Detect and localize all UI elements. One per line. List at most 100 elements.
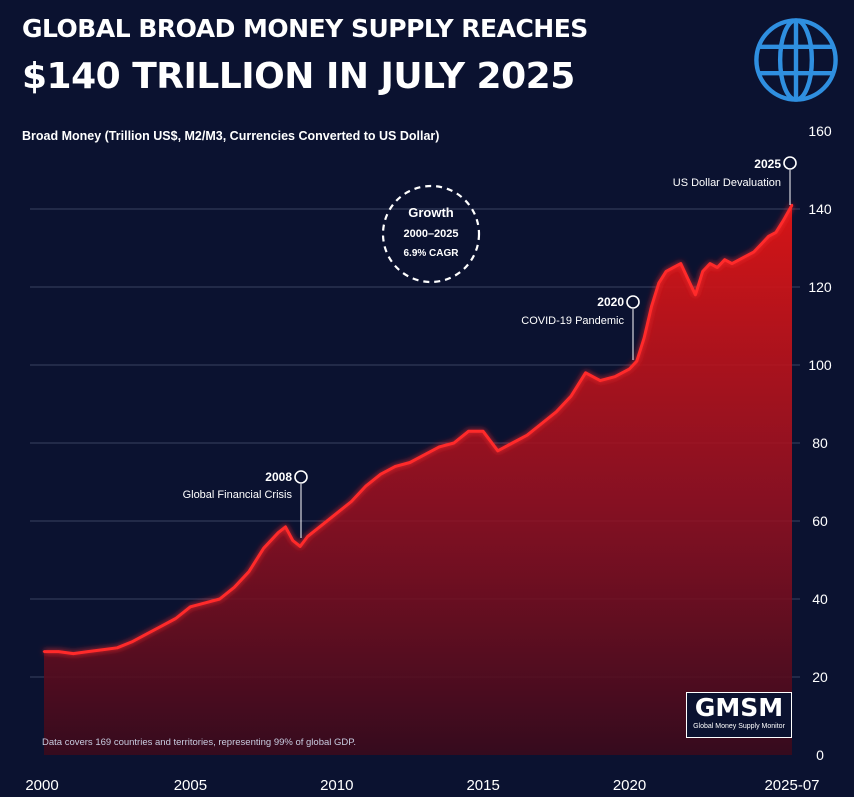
data-point [569, 395, 573, 398]
annotation-2025-year: 2025 [754, 157, 781, 171]
data-point [86, 650, 90, 653]
data-point [320, 523, 324, 527]
area-fill [44, 205, 792, 756]
data-point [782, 219, 785, 222]
data-point [679, 262, 682, 265]
data-point [525, 434, 529, 437]
data-point [672, 266, 675, 269]
y-tick-label: 140 [808, 201, 832, 217]
data-point [408, 461, 412, 464]
data-point [145, 632, 148, 636]
y-tick-label: 100 [808, 357, 832, 373]
annotation-2008-year: 2008 [265, 470, 292, 484]
data-point [379, 473, 382, 476]
data-point [130, 640, 133, 644]
data-point [628, 367, 631, 371]
y-tick-labels: 0 20 40 60 80 100 120 140 160 [808, 123, 832, 763]
data-point [262, 547, 265, 550]
title-line-1: GLOBAL BROAD MONEY SUPPLY REACHES [22, 14, 588, 43]
data-point [767, 235, 770, 238]
data-point [277, 531, 280, 534]
y-tick-label: 40 [812, 591, 828, 607]
data-point [284, 525, 287, 529]
data-point [159, 625, 163, 628]
data-point [364, 484, 368, 488]
data-point [613, 375, 617, 378]
x-tick-label: 2010 [320, 777, 353, 794]
data-point [701, 270, 704, 273]
data-point [116, 646, 119, 649]
data-point [650, 305, 653, 308]
x-tick-label: 2005 [174, 777, 207, 794]
annotation-2025: 2025 US Dollar Devaluation [673, 156, 797, 205]
data-point [481, 430, 485, 433]
data-point [101, 648, 104, 651]
gmsm-logo-text: GMSM [694, 693, 784, 722]
footnote: Data covers 169 countries and territorie… [42, 737, 356, 748]
annotation-2020: 2020 COVID-19 Pandemic [521, 295, 640, 360]
data-point [233, 586, 236, 589]
data-point [599, 379, 602, 382]
data-point [584, 371, 587, 374]
growth-badge-cagr: 6.9% CAGR [403, 248, 459, 259]
annotation-2008: 2008 Global Financial Crisis [183, 470, 308, 538]
growth-badge: Growth 2000–2025 6.9% CAGR [381, 184, 481, 284]
data-point [306, 535, 309, 538]
data-point [247, 570, 251, 573]
data-point [723, 258, 726, 261]
y-axis-label: Broad Money (Trillion US$, M2/M3, Curren… [22, 129, 439, 143]
y-tick-label: 120 [808, 279, 832, 295]
gmsm-logo: GMSM Global Money Supply Monitor [686, 692, 792, 738]
y-tick-label: 160 [808, 123, 832, 139]
data-point [643, 336, 646, 339]
data-point [72, 652, 75, 655]
data-point [350, 500, 353, 503]
data-point [664, 270, 668, 273]
data-point [291, 539, 294, 542]
annotation-2020-year: 2020 [597, 295, 624, 309]
data-point [496, 449, 499, 452]
data-point [555, 410, 558, 413]
y-tick-label: 0 [816, 747, 824, 763]
data-point [752, 250, 756, 254]
gmsm-logo-subtitle: Global Money Supply Monitor [693, 723, 785, 730]
data-point [774, 231, 778, 234]
data-point [189, 605, 192, 608]
y-tick-label: 60 [812, 513, 828, 529]
annotation-2008-text: Global Financial Crisis [183, 489, 293, 501]
data-point [438, 445, 441, 449]
data-point [335, 512, 338, 515]
growth-badge-title: Growth [408, 205, 454, 220]
data-point [716, 266, 719, 269]
title-line-2: $140 TRILLION IN JULY 2025 [22, 56, 575, 97]
y-tick-label: 20 [812, 669, 828, 685]
data-point [730, 262, 734, 265]
x-tick-label: 2000 [25, 777, 58, 794]
x-tick-label: 2020 [613, 777, 646, 794]
data-point [790, 203, 794, 207]
annotation-2025-text: US Dollar Devaluation [673, 177, 781, 189]
data-point [760, 242, 763, 246]
data-point [218, 597, 221, 601]
data-point [694, 293, 697, 296]
data-point [42, 650, 46, 653]
data-point [745, 254, 748, 257]
data-point [452, 441, 456, 445]
globe-icon [754, 18, 838, 102]
data-point [203, 601, 207, 605]
data-point [657, 281, 660, 285]
x-tick-labels: 2000 2005 2010 2015 2020 2025-07 [25, 777, 819, 794]
data-point [708, 262, 712, 265]
data-point [467, 430, 470, 433]
data-point [174, 617, 177, 620]
data-points [42, 203, 794, 655]
growth-badge-period: 2000–2025 [403, 228, 458, 240]
y-tick-label: 80 [812, 435, 828, 451]
x-tick-label: 2025-07 [764, 777, 819, 794]
annotation-2020-text: COVID-19 Pandemic [521, 315, 624, 327]
data-point [511, 441, 514, 445]
data-point [299, 545, 302, 548]
data-point [57, 650, 60, 653]
data-point [738, 258, 741, 261]
